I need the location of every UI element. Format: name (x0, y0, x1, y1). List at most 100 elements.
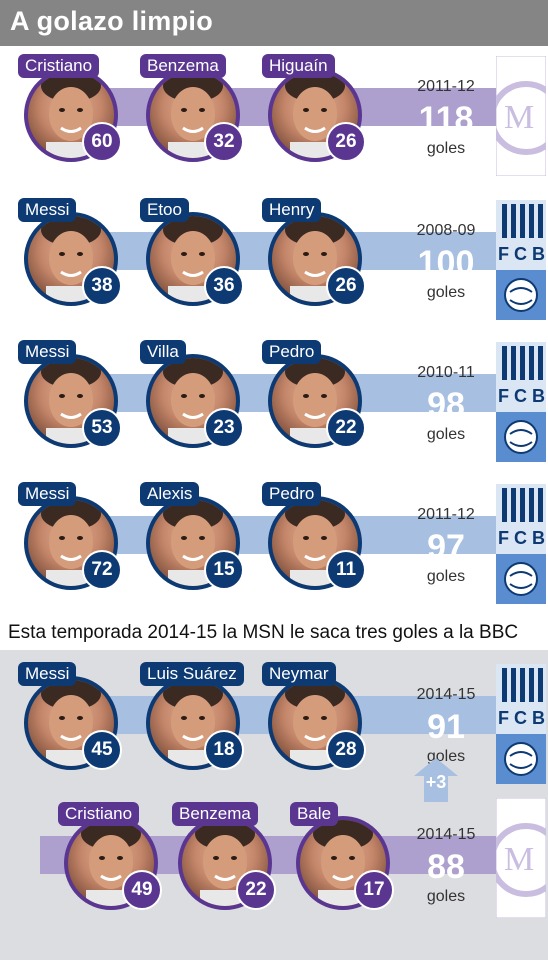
face-icon (285, 500, 345, 586)
svg-text:F C B: F C B (498, 528, 545, 548)
total-goals: 118 (418, 100, 474, 138)
player-card: Henry 26 (262, 198, 368, 312)
title-bar: A golazo limpio (0, 0, 548, 46)
player-photo (268, 676, 362, 770)
season-label: 2010-11 (417, 364, 475, 381)
total-goals: 100 (417, 244, 475, 282)
real-madrid-crest: M (489, 55, 548, 177)
total-goals: 98 (427, 386, 465, 424)
real-madrid-crest-icon: M (489, 797, 548, 919)
player-photo (178, 816, 272, 910)
player-goals-badge: 53 (82, 408, 122, 448)
player-name: Luis Suárez (140, 662, 244, 686)
real-madrid-crest-icon: M (489, 55, 548, 177)
player-name: Higuaín (262, 54, 335, 78)
player-name: Bale (290, 802, 339, 826)
player-card: Cristiano 60 (18, 54, 124, 168)
svg-text:F C B: F C B (498, 386, 545, 406)
season-label: 2011-12 (417, 78, 475, 95)
barcelona-crest-icon: F C B (496, 342, 546, 462)
player-goals-badge: 38 (82, 266, 122, 306)
face-icon (41, 72, 101, 158)
season-label: 2014-15 (416, 686, 476, 703)
barcelona-crest-icon: F C B (496, 484, 546, 604)
player-goals-badge: 26 (326, 122, 366, 162)
goals-unit-label: goles (426, 888, 466, 905)
player-card: Pedro 11 (262, 482, 368, 596)
player-goals-badge: 17 (354, 870, 394, 910)
player-name: Etoo (140, 198, 189, 222)
player-card: Etoo 36 (140, 198, 246, 312)
face-icon (285, 358, 345, 444)
player-card: Alexis 15 (140, 482, 246, 596)
player-card: Villa 23 (140, 340, 246, 454)
barcelona-crest: F C B (496, 664, 546, 784)
player-goals-badge: 45 (82, 730, 122, 770)
season-label: 2011-12 (417, 506, 475, 523)
player-photo (268, 496, 362, 590)
player-photo (268, 354, 362, 448)
face-icon (313, 820, 373, 906)
player-goals-badge: 22 (326, 408, 366, 448)
face-icon (41, 500, 101, 586)
player-name: Messi (18, 482, 77, 506)
total-goals: 97 (427, 528, 465, 566)
player-name: Benzema (140, 54, 226, 78)
player-name: Messi (18, 662, 77, 686)
headline: Esta temporada 2014-15 la MSN le saca tr… (8, 622, 519, 643)
barcelona-crest: F C B (496, 342, 546, 462)
svg-text:F C B: F C B (498, 708, 545, 728)
player-card: Messi 38 (18, 198, 124, 312)
player-name: Pedro (262, 340, 322, 364)
player-name: Neymar (262, 662, 336, 686)
player-card: Neymar 28 (262, 662, 368, 776)
player-goals-badge: 49 (122, 870, 162, 910)
player-card: Cristiano 49 (58, 802, 164, 916)
player-goals-badge: 36 (204, 266, 244, 306)
player-name: Cristiano (18, 54, 100, 78)
face-icon (163, 358, 223, 444)
arrow-up-icon (414, 758, 458, 802)
season-label: 2014-15 (416, 826, 476, 843)
player-goals-badge: 15 (204, 550, 244, 590)
player-goals-badge: 72 (82, 550, 122, 590)
svg-text:F C B: F C B (498, 244, 545, 264)
player-card: Benzema 22 (172, 802, 278, 916)
player-card: Messi 72 (18, 482, 124, 596)
player-goals-badge: 32 (204, 122, 244, 162)
player-name: Benzema (172, 802, 258, 826)
player-name: Pedro (262, 482, 322, 506)
barcelona-crest-icon: F C B (496, 664, 546, 784)
player-name: Messi (18, 198, 77, 222)
season-label: 2008-09 (416, 222, 476, 239)
player-name: Cristiano (58, 802, 140, 826)
svg-text:M: M (504, 841, 534, 878)
player-name: Henry (262, 198, 322, 222)
player-goals-badge: 28 (326, 730, 366, 770)
player-goals-badge: 23 (204, 408, 244, 448)
goals-unit-label: goles (426, 568, 466, 585)
player-goals-badge: 60 (82, 122, 122, 162)
face-icon (285, 72, 345, 158)
svg-text:M: M (504, 99, 534, 136)
total-goals: 88 (427, 848, 465, 886)
goals-unit-label: goles (426, 284, 466, 301)
player-name: Messi (18, 340, 77, 364)
player-goals-badge: 22 (236, 870, 276, 910)
barcelona-crest-icon: F C B (496, 200, 546, 320)
player-card: Higuaín 26 (262, 54, 368, 168)
player-card: Pedro 22 (262, 340, 368, 454)
player-photo (24, 354, 118, 448)
goals-unit-label: goles (426, 140, 466, 157)
player-card: Benzema 32 (140, 54, 246, 168)
player-card: Messi 53 (18, 340, 124, 454)
goals-unit-label: goles (426, 426, 466, 443)
face-icon (163, 680, 223, 766)
player-name: Villa (140, 340, 186, 364)
face-icon (41, 680, 101, 766)
player-card: Luis Suárez 18 (140, 662, 246, 776)
real-madrid-crest: M (489, 797, 548, 919)
player-goals-badge: 11 (326, 550, 366, 590)
player-card: Messi 45 (18, 662, 124, 776)
face-icon (195, 820, 255, 906)
